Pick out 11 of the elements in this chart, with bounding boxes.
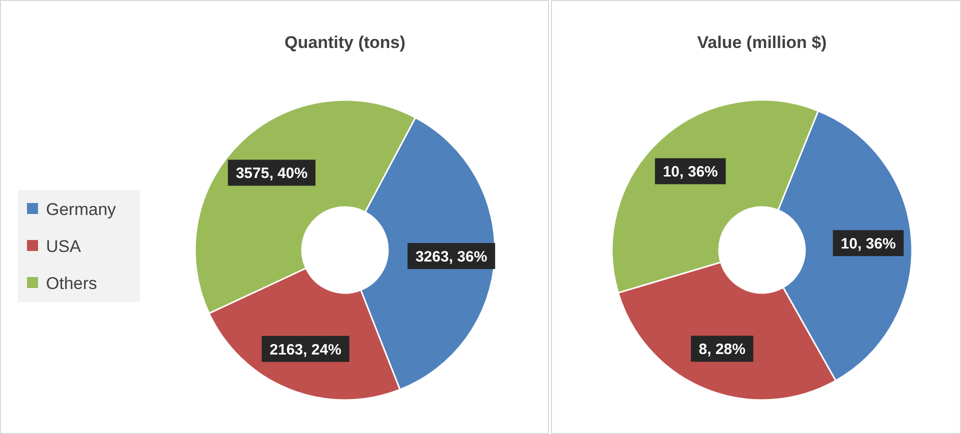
data-label: 10, 36% (662, 164, 718, 181)
data-label: 3263, 36% (415, 248, 488, 266)
data-label: 3575, 40% (236, 165, 308, 182)
data-label: 8, 28% (698, 341, 746, 358)
legend-label: USA (46, 237, 82, 256)
chart-title: Quantity (tons) (284, 33, 406, 52)
data-label: 2163, 24% (270, 341, 342, 358)
data-label: 10, 36% (840, 236, 896, 253)
legend-label: Germany (46, 200, 116, 219)
chart-title: Value (million $) (697, 33, 827, 52)
legend-label: Others (46, 274, 98, 293)
